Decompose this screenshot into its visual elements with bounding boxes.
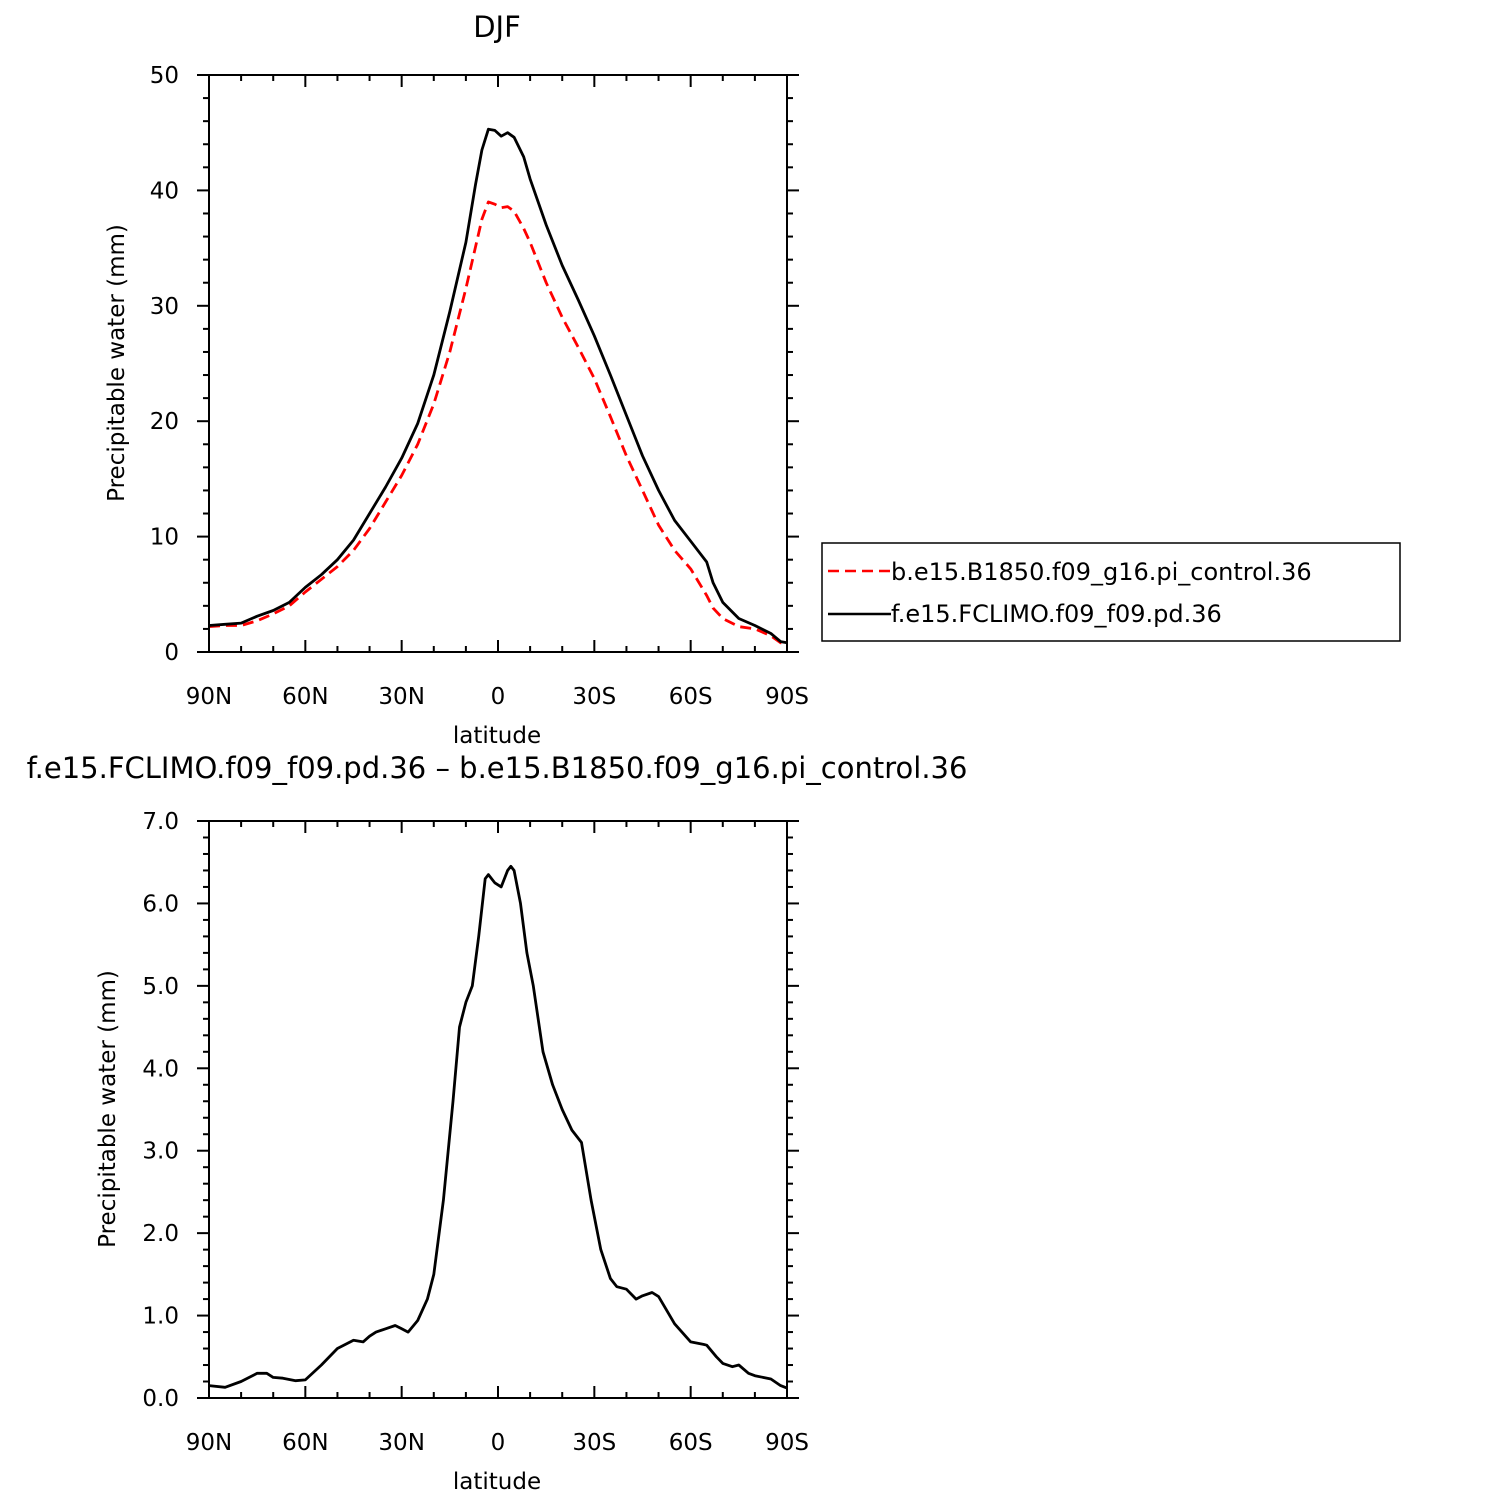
bottom-x-tick-label: 0 [491, 1430, 506, 1456]
bottom-x-tick-label: 60N [282, 1430, 328, 1456]
bottom-y-tick-label: 4.0 [142, 1056, 179, 1082]
bottom-x-tick-label: 60S [669, 1430, 713, 1456]
bottom-y-tick-label: 1.0 [142, 1304, 179, 1330]
top-plot-title: DJF [473, 10, 521, 44]
top-x-axis-label: latitude [453, 723, 541, 749]
top-y-tick-label: 30 [150, 294, 179, 320]
top-x-tick-label: 90N [186, 684, 232, 710]
bottom-tick-labels: 90N 60N 30N 0 30S 60S 90S 0.0 1.0 2.0 3.0 4.0 5.0 6.0… [142, 809, 809, 1456]
legend-label-control: b.e15.B1850.f09_g16.pi_control.36 [891, 558, 1312, 586]
bottom-y-tick-label: 0.0 [142, 1386, 179, 1412]
top-series-line-0 [208, 200, 788, 646]
top-panel: DJF 90N 60N 30N 0 30S 60S 90S 0 10 20 30 40 50 latit… [104, 10, 809, 749]
bottom-data-lines [208, 864, 788, 1390]
bottom-x-tick-label: 90S [765, 1430, 809, 1456]
bottom-y-tick-label: 2.0 [142, 1221, 179, 1247]
bottom-x-tick-label: 90N [186, 1430, 232, 1456]
top-y-axis-label: Precipitable water (mm) [104, 224, 130, 502]
top-x-tick-label: 60S [669, 684, 713, 710]
top-y-tick-label: 10 [150, 525, 179, 551]
top-tick-labels: 90N 60N 30N 0 30S 60S 90S 0 10 20 30 40 50 [150, 63, 809, 710]
legend: b.e15.B1850.f09_g16.pi_control.36 f.e15.… [821, 542, 1401, 642]
top-x-tick-label: 0 [491, 684, 506, 710]
legend-box [821, 542, 1401, 642]
bottom-x-tick-label: 30N [378, 1430, 424, 1456]
bottom-y-axis-label: Precipitable water (mm) [95, 970, 121, 1248]
top-y-tick-label: 20 [150, 409, 179, 435]
top-y-tick-label: 0 [164, 640, 179, 666]
bottom-plot-title: f.e15.FCLIMO.f09_f09.pd.36 – b.e15.B1850… [27, 751, 968, 785]
bottom-y-tick-label: 5.0 [142, 974, 179, 1000]
bottom-plot-frame [208, 820, 788, 1399]
legend-label-fclimo: f.e15.FCLIMO.f09_f09.pd.36 [891, 600, 1222, 628]
bottom-y-tick-label: 3.0 [142, 1139, 179, 1165]
bottom-x-axis-label: latitude [453, 1469, 541, 1495]
bottom-x-tick-label: 30S [572, 1430, 616, 1456]
top-series-line-1 [208, 127, 788, 645]
bottom-series-line-0 [208, 864, 788, 1390]
top-x-tick-label: 90S [765, 684, 809, 710]
bottom-y-tick-label: 6.0 [142, 891, 179, 917]
top-x-tick-label: 30N [378, 684, 424, 710]
bottom-axis-ticks [197, 820, 799, 1399]
bottom-panel: f.e15.FCLIMO.f09_f09.pd.36 – b.e15.B1850… [27, 751, 968, 1495]
top-x-tick-label: 60N [282, 684, 328, 710]
top-data-lines [208, 127, 788, 646]
top-y-tick-label: 50 [150, 63, 179, 89]
top-x-tick-label: 30S [572, 684, 616, 710]
bottom-y-tick-label: 7.0 [142, 809, 179, 835]
top-y-tick-label: 40 [150, 178, 179, 204]
top-plot-frame [208, 74, 788, 653]
